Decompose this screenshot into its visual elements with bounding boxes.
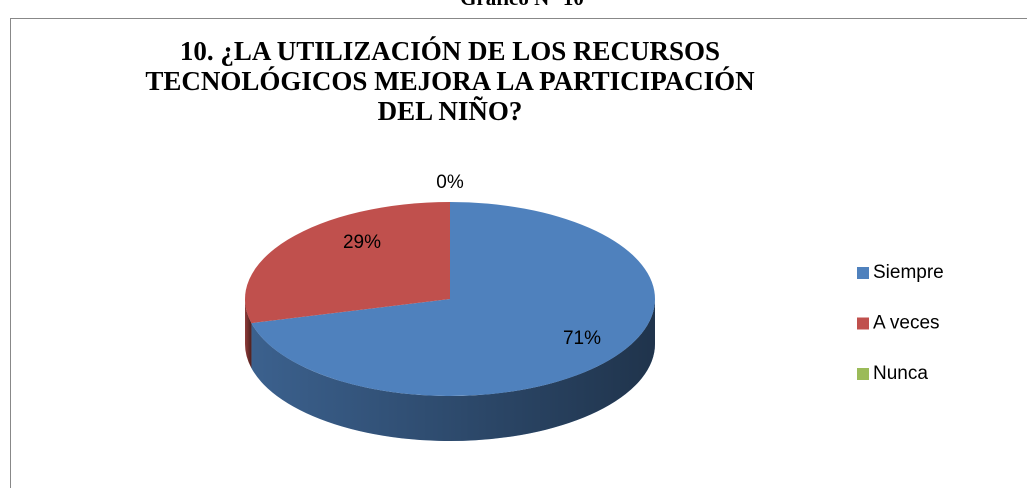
slice [245, 202, 450, 324]
legend-label: Siempre [873, 262, 944, 283]
legend-label: Nunca [873, 363, 928, 384]
data-label: 29% [343, 232, 381, 253]
legend-swatch [857, 317, 869, 330]
legend-swatch [857, 267, 869, 279]
slice [251, 202, 656, 396]
side-shade [245, 299, 252, 369]
caption: Gráfico N° 10 [460, 0, 584, 10]
legend-swatch [857, 368, 869, 380]
chart-title: 10. ¿LA UTILIZACIÓN DE LOS RECURSOS TECN… [145, 36, 755, 126]
data-label: 0% [436, 172, 464, 193]
data-label: 71% [563, 328, 601, 349]
side-shade [251, 299, 656, 442]
legend-label: A veces [873, 313, 940, 334]
